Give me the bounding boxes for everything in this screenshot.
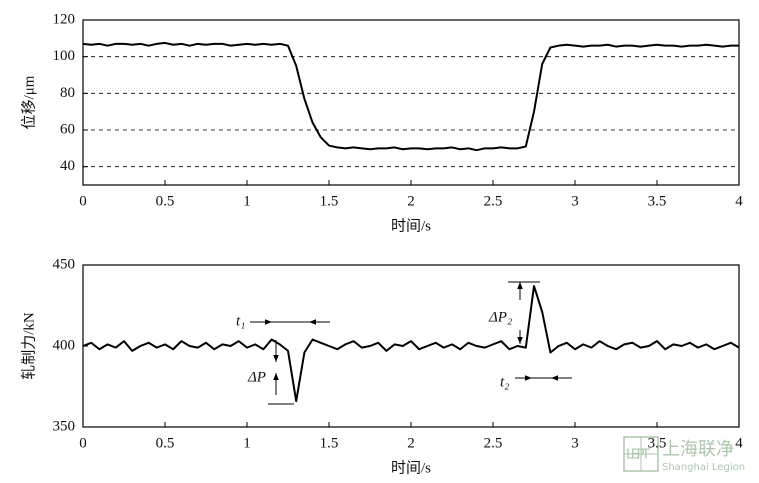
y-tick-label: 40: [60, 158, 75, 174]
annotation: t₁: [236, 313, 245, 329]
x-tick-label: 2: [407, 193, 415, 209]
x-tick-label: 0: [79, 435, 87, 451]
y-tick-label: 450: [53, 256, 76, 272]
y-tick-label: 120: [53, 11, 76, 27]
x-tick-label: 1: [243, 193, 251, 209]
annotation: t₂: [500, 374, 509, 390]
x-tick-label: 3: [571, 193, 579, 209]
x-tick-label: 1.5: [320, 435, 339, 451]
x-tick-label: 3.5: [648, 435, 667, 451]
x-tick-label: 2: [407, 435, 415, 451]
x-axis-label: 时间/s: [391, 217, 431, 234]
y-tick-label: 350: [53, 418, 76, 434]
x-tick-label: 2.5: [484, 193, 503, 209]
y-tick-label: 100: [53, 48, 76, 64]
watermark-name: 上海联净: [662, 439, 734, 460]
y-tick-label: 80: [60, 85, 75, 101]
x-tick-label: 3.5: [648, 193, 667, 209]
annotation: ΔP: [247, 369, 266, 385]
annotation-arrows: [250, 281, 572, 405]
watermark: LEPT 上海联净 Shanghai Legion: [623, 436, 745, 473]
data-line: [82, 285, 740, 403]
plot-frame: [82, 264, 740, 428]
data-line: [82, 41, 739, 152]
watermark-english: Shanghai Legion: [662, 462, 745, 473]
x-tick-label: 4: [735, 193, 743, 209]
x-tick-label: 1.5: [320, 193, 339, 209]
x-tick-label: 0.5: [156, 193, 175, 209]
y-tick-label: 60: [60, 121, 75, 137]
x-tick-label: 2.5: [484, 435, 503, 451]
x-tick-label: 0.5: [156, 435, 175, 451]
y-axis-label: 轧制力/kN: [20, 312, 37, 380]
x-tick-label: 3: [571, 435, 579, 451]
y-tick-label: 400: [53, 337, 76, 353]
x-tick-label: 4: [735, 435, 743, 451]
annotation: ΔP₂: [488, 309, 512, 325]
watermark-logo: LEPT: [626, 448, 656, 463]
x-axis-label: 时间/s: [391, 459, 431, 476]
y-axis-label: 位移/μm: [20, 75, 37, 129]
x-tick-label: 0: [79, 193, 87, 209]
x-tick-label: 1: [243, 435, 251, 451]
